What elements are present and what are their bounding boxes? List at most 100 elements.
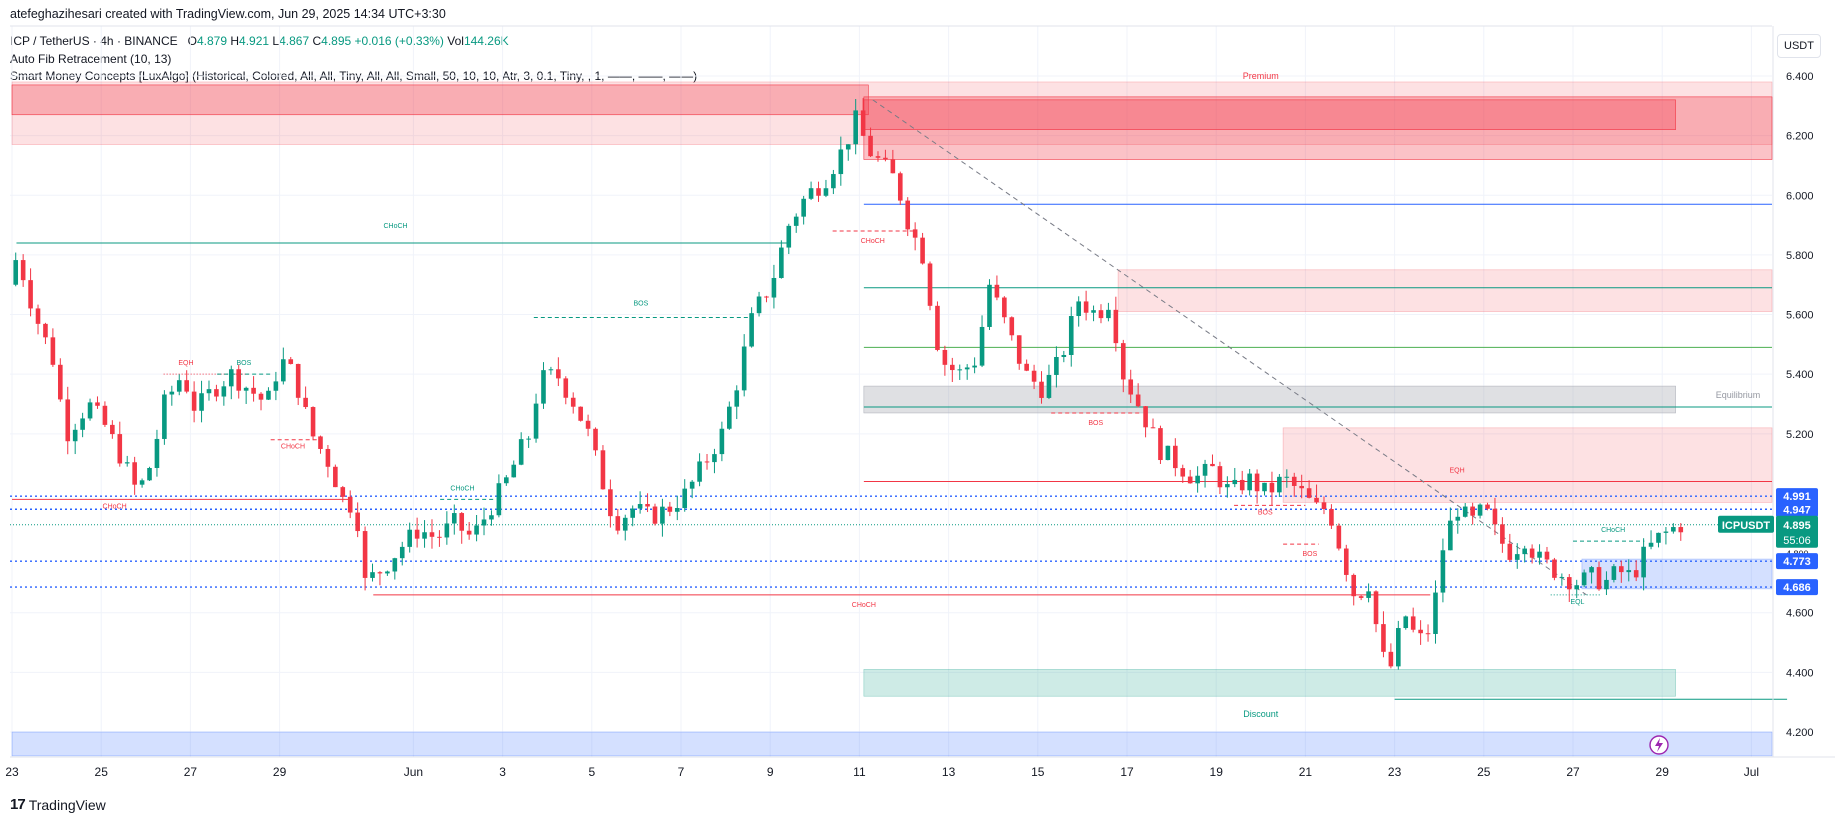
candle-body xyxy=(206,389,212,394)
candle-body xyxy=(80,418,85,430)
tv-logo-icon: 17 xyxy=(10,796,26,813)
candle-body xyxy=(258,393,264,400)
candle-body xyxy=(496,483,502,516)
candle-body xyxy=(764,296,769,298)
indicator-fib-legend[interactable]: Auto Fib Retracement (10, 13) xyxy=(10,52,172,66)
candle-body xyxy=(1076,301,1081,317)
candle-body xyxy=(630,508,635,518)
zones xyxy=(11,81,1773,757)
candle-body xyxy=(1098,310,1104,319)
structure-labels: Premium Equilibrium Discount CHoCH BOS EQH BOS… xyxy=(103,71,1760,755)
candle-body xyxy=(875,156,881,158)
candle-body xyxy=(1462,506,1468,517)
candle-body xyxy=(407,529,412,547)
y-tick-label: 5.400 xyxy=(1786,369,1814,381)
candle-body xyxy=(541,370,546,404)
candle-body xyxy=(110,424,115,435)
structure-label: Premium xyxy=(1243,71,1279,81)
y-tick-label: 5.600 xyxy=(1786,310,1814,322)
candle-body xyxy=(1537,551,1542,558)
candle-body xyxy=(637,504,643,509)
structure-label: CHoCH xyxy=(281,444,305,451)
x-tick-label: 29 xyxy=(273,765,287,779)
zone-premium-inner xyxy=(11,84,869,116)
candle-body xyxy=(20,260,26,281)
candle-body xyxy=(682,488,688,509)
candle-body xyxy=(1500,524,1505,544)
candle-body xyxy=(1648,542,1654,547)
candle-body xyxy=(860,110,866,136)
low-value: 4.867 xyxy=(279,34,310,48)
candle-body xyxy=(184,380,189,392)
candle-body xyxy=(652,506,658,524)
candle-body xyxy=(392,558,398,572)
candle-body xyxy=(697,461,702,482)
close-label: C xyxy=(312,34,322,48)
author-line: atefeghazihesari created with TradingVie… xyxy=(10,7,446,21)
x-tick-label: 29 xyxy=(1656,765,1670,779)
structure-label: BOS xyxy=(237,360,252,367)
currency-button[interactable]: USDT xyxy=(1777,34,1821,58)
candle-body xyxy=(942,349,948,365)
change-value: +0.016 (+0.33%) xyxy=(354,34,444,48)
y-tick-label: 6.200 xyxy=(1786,131,1814,143)
candle-body xyxy=(1663,531,1669,533)
candle-body xyxy=(325,448,331,467)
candle-body xyxy=(1277,476,1282,493)
zone-premium-outer xyxy=(11,81,1773,145)
symbol-legend[interactable]: ICP / TetherUS · 4h · BINANCE O4.879 H4.… xyxy=(10,34,509,48)
candle-body xyxy=(556,369,561,379)
structure-label: CHoCH xyxy=(1601,527,1625,534)
price-badge-text: 4.686 xyxy=(1783,582,1811,594)
candle-body xyxy=(1552,559,1557,578)
candle-body xyxy=(1581,572,1587,586)
candle-body xyxy=(124,462,130,464)
candle-body xyxy=(1039,381,1044,398)
candle-body xyxy=(355,512,360,532)
grid xyxy=(10,25,1772,757)
indicator-smc-legend[interactable]: Smart Money Concepts [LuxAlgo] (Historic… xyxy=(10,69,698,83)
candle-body xyxy=(451,513,457,524)
candle-body xyxy=(1566,577,1572,590)
candle-body xyxy=(808,188,814,199)
structure-label: EQH xyxy=(1449,468,1464,475)
symbol-badge-text: ICPUSDT xyxy=(1722,520,1771,532)
candle-body xyxy=(645,504,650,507)
x-tick-label: 27 xyxy=(1566,765,1580,779)
candle-body xyxy=(414,529,420,539)
candle-body xyxy=(667,506,673,512)
candle-body xyxy=(251,387,256,394)
structure-label: EQH xyxy=(178,360,193,367)
candle-body xyxy=(214,389,219,397)
candle-body xyxy=(741,346,747,391)
candle-body xyxy=(972,365,977,368)
candle-body xyxy=(1529,548,1535,558)
high-value: 4.921 xyxy=(239,34,270,48)
candle-body xyxy=(347,496,353,513)
symbol-name[interactable]: ICP / TetherUS · 4h · BINANCE xyxy=(10,34,178,48)
candle-body xyxy=(1329,509,1334,526)
candle-body xyxy=(793,216,799,226)
price-badge xyxy=(1776,488,1818,505)
candle-body xyxy=(1269,482,1275,493)
candle-body xyxy=(154,438,160,468)
candle-body xyxy=(1641,546,1646,578)
candle-body xyxy=(1425,633,1431,635)
candle-body xyxy=(1485,504,1490,509)
candle-body xyxy=(1514,554,1520,560)
candle-body xyxy=(1061,354,1067,358)
candle-body xyxy=(1358,596,1364,598)
time-axis: 23 25 27 29 Jun 3 5 7 9 11 13 15 17 19 21 23 25 27 29 Jul xyxy=(5,756,1835,779)
candle-body xyxy=(1366,591,1371,598)
candle-body xyxy=(1396,628,1401,667)
candle-body xyxy=(273,381,279,391)
candle-body xyxy=(1596,567,1602,590)
volume-label: Vol xyxy=(447,34,464,48)
candle-body xyxy=(920,237,925,264)
candle-body xyxy=(1195,475,1200,484)
structure-label: BOS xyxy=(1258,509,1273,516)
candle-body xyxy=(176,380,182,392)
candle-body xyxy=(437,536,442,538)
structure-label: CHoCH xyxy=(852,602,876,609)
